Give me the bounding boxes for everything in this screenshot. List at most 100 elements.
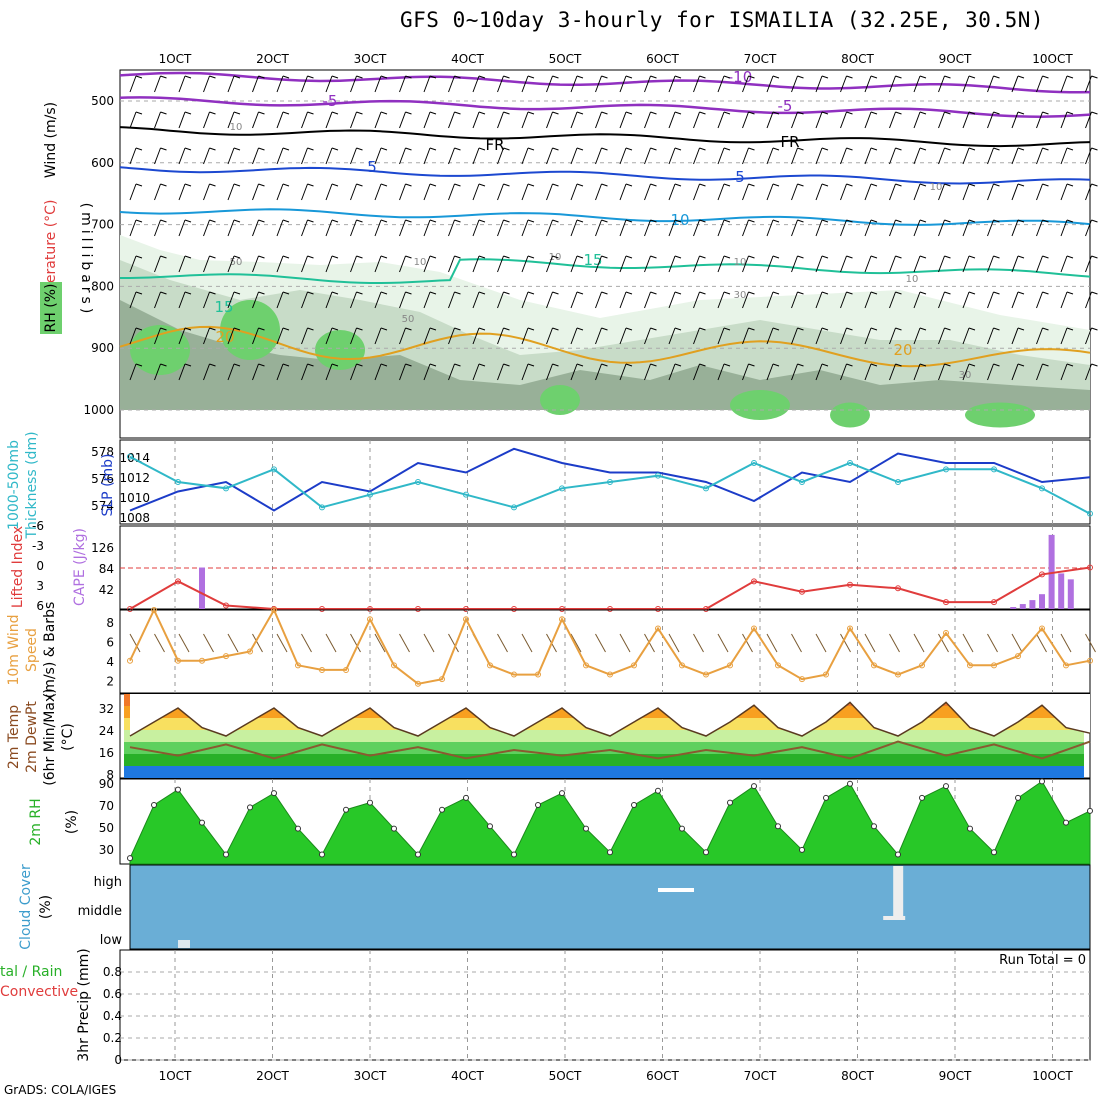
wind-barb-flag	[258, 219, 265, 223]
wind-barb-flag	[993, 291, 1000, 295]
cloud-high-bar-2	[893, 866, 904, 918]
wind-barb-flag	[135, 363, 143, 367]
wind-barb	[619, 147, 627, 165]
lifted-index-point	[511, 606, 517, 612]
wind-barb-flag	[503, 147, 510, 151]
wind-barb	[644, 291, 651, 309]
wind-barb	[595, 183, 602, 201]
wind-barb	[325, 111, 333, 129]
surface-barb	[227, 633, 239, 653]
cape-bar	[1058, 573, 1065, 609]
cape-bar	[1029, 600, 1036, 609]
wind-barb	[1085, 327, 1092, 345]
lifted-tick: 0	[36, 559, 44, 573]
wind-barb-flag	[699, 363, 706, 367]
surface-barb	[203, 633, 214, 653]
wind-barb	[619, 255, 627, 273]
rh-moist-patch	[830, 402, 870, 428]
wind-barb-flag	[405, 75, 412, 79]
wind-barb	[1036, 147, 1043, 165]
wind-barb	[1085, 219, 1092, 237]
wind-barb-flag	[307, 75, 314, 79]
wind-barb-flag	[1091, 147, 1098, 151]
rh2m-point	[271, 790, 277, 797]
wind-frame	[119, 609, 1091, 694]
wind-barb	[301, 111, 308, 129]
wind-barb	[448, 219, 455, 237]
temp-tick: 8	[106, 768, 114, 782]
wind-barb-flag	[135, 327, 143, 331]
wind-barb-flag	[601, 327, 608, 331]
wind-barb	[129, 327, 137, 345]
wind-barb-flag	[797, 255, 804, 259]
wind-speed-line	[129, 607, 1091, 685]
surface-barb	[521, 633, 533, 653]
surface-barb	[570, 633, 582, 653]
wind-barb	[668, 255, 676, 273]
wind-speed-point	[271, 607, 277, 613]
wind-barb-flag	[797, 111, 804, 115]
wind-barb-flag	[919, 255, 927, 259]
wind-speed-point	[823, 671, 829, 678]
thickness-point	[751, 460, 757, 466]
wind-barb-flag	[380, 363, 388, 367]
wind-barb-flag	[478, 183, 486, 187]
wind-barb-flag	[503, 327, 510, 331]
thickness-point	[847, 460, 853, 466]
wind-barb	[472, 291, 480, 309]
wind-barb-flag	[748, 363, 755, 367]
wind-barb	[889, 147, 896, 165]
wind-barb-flag	[429, 75, 437, 79]
wind-barb-flag	[503, 363, 510, 367]
cape-bar	[1067, 579, 1074, 609]
pressure-tick: 900	[91, 341, 114, 355]
wind-barb-flag	[233, 111, 241, 115]
rh2m-point	[199, 819, 205, 826]
wind-barb	[252, 147, 259, 165]
wind-barb-flag	[356, 255, 363, 259]
wind-barb	[644, 111, 651, 129]
rh2m-point	[799, 846, 805, 853]
wind-barb	[227, 111, 235, 129]
thickness-point	[175, 479, 181, 485]
wind-barb-flag	[576, 255, 584, 259]
cape-bar	[1019, 604, 1026, 609]
wind-barb-flag	[993, 255, 1000, 259]
wind-barb	[938, 255, 945, 273]
wind-barb	[987, 291, 994, 309]
wind-barb	[129, 255, 137, 273]
wind-speed-point	[583, 662, 589, 669]
wind-barb-flag	[478, 327, 486, 331]
wind-barb-flag	[233, 183, 241, 187]
lifted-index-point	[799, 588, 805, 595]
rh2m-point	[871, 823, 877, 830]
wind-barb	[276, 327, 284, 345]
wind-barb-flag	[601, 75, 608, 79]
wind-barb	[497, 327, 504, 345]
wind-barb-flag	[454, 147, 461, 151]
rh2m-point	[727, 799, 733, 806]
wind-barb-flag	[454, 291, 461, 295]
wind-barb-flag	[674, 327, 682, 331]
slp-line	[129, 447, 1091, 512]
wind-barb-flag	[968, 255, 976, 259]
wind-barb	[864, 219, 872, 237]
cloud-low-bar	[178, 940, 190, 948]
wind-barb-flag	[919, 75, 927, 79]
wind-barb-flag	[331, 363, 339, 367]
wind-barb	[1060, 327, 1068, 345]
wind-barb	[913, 219, 921, 237]
wind-barb-flag	[919, 327, 927, 331]
rh2m-point	[535, 801, 541, 808]
wind-barb-flag	[307, 327, 314, 331]
wind-barb-flag	[919, 147, 927, 151]
wind-barb	[791, 147, 798, 165]
precip-tick: 0.6	[103, 987, 122, 1001]
wind-barb-flag	[233, 147, 241, 151]
wind-barb	[325, 219, 333, 237]
wind-barb-flag	[135, 147, 143, 151]
wind-barb-flag	[1091, 363, 1098, 367]
wind-barb-flag	[1017, 147, 1025, 151]
wind-speed-point	[679, 662, 685, 669]
wind-speed-point	[607, 671, 613, 678]
